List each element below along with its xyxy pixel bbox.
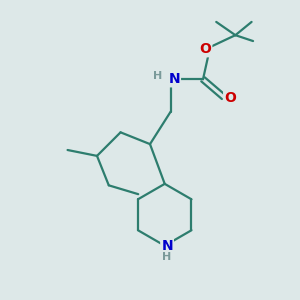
Text: N: N <box>161 239 173 253</box>
Text: H: H <box>153 71 162 81</box>
Text: O: O <box>200 42 211 56</box>
Text: O: O <box>224 92 236 106</box>
Text: H: H <box>163 252 172 262</box>
Text: N: N <box>168 72 180 86</box>
